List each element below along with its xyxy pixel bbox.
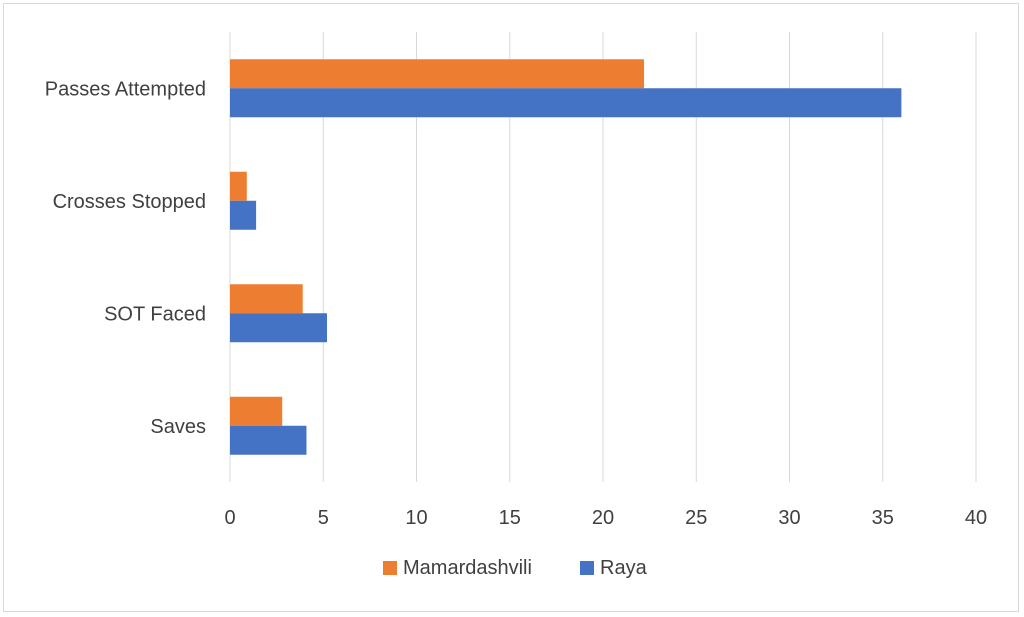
x-tick-label: 30 [778, 507, 800, 529]
category-label: Saves [150, 416, 206, 438]
legend: Mamardashvili Raya [383, 557, 648, 579]
x-tick-label: 25 [685, 507, 707, 529]
category-label: SOT Faced [104, 303, 206, 325]
bar-raya-passes-attempted [230, 88, 902, 118]
bar-mamardashvili-crosses-stopped [230, 171, 247, 201]
x-tick-label: 15 [499, 507, 521, 529]
category-labels: Passes Attempted Crosses Stopped SOT Faced… [45, 78, 206, 438]
bar-mamardashvili-sot-faced [230, 284, 303, 314]
bar-raya-saves [230, 425, 307, 455]
x-tick-label: 10 [405, 507, 427, 529]
category-label: Crosses Stopped [53, 191, 206, 213]
x-tick-label: 35 [872, 507, 894, 529]
bar-raya-crosses-stopped [230, 200, 257, 230]
bars [230, 59, 902, 455]
x-tick-label: 0 [224, 507, 235, 529]
tick-labels: 0 5 10 15 20 25 30 35 40 [224, 507, 987, 529]
bar-mamardashvili-passes-attempted [230, 59, 645, 89]
legend-label-mamardashvili: Mamardashvili [403, 557, 532, 579]
legend-swatch-mamardashvili [383, 561, 397, 575]
bar-raya-sot-faced [230, 313, 327, 343]
legend-label-raya: Raya [600, 557, 648, 579]
x-tick-label: 20 [592, 507, 614, 529]
x-tick-label: 5 [318, 507, 329, 529]
category-label: Passes Attempted [45, 78, 206, 100]
x-tick-label: 40 [965, 507, 987, 529]
bar-mamardashvili-saves [230, 396, 283, 426]
legend-swatch-raya [580, 561, 594, 575]
